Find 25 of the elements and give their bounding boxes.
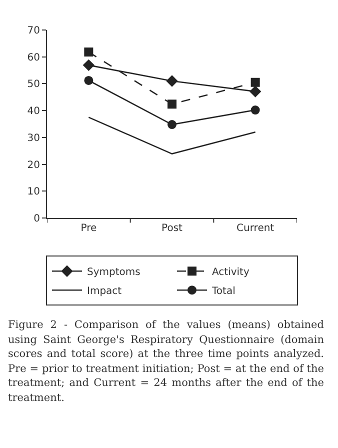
x-tick-label: Pre <box>80 223 97 234</box>
point <box>166 75 178 87</box>
legend-label: Symptoms <box>87 267 140 278</box>
point <box>250 106 260 115</box>
x-tick-label: Post <box>162 223 183 234</box>
y-tick-label: 70 <box>27 26 40 36</box>
legend-label: Activity <box>212 267 250 278</box>
y-tick-label: 20 <box>27 160 40 171</box>
point <box>84 76 94 85</box>
point <box>84 48 94 57</box>
caption: Figure 2 - Comparison of the values (means) obtained using Saint George's Respiratory Questionnaire (domain scores and total score) at the three time points analyzed. Pre = prior to treatment initiation; Post = at the end of the treatment; and Current = 24 months after the end of the treatment. <box>8 318 324 405</box>
y-tick-label: 0 <box>34 214 40 224</box>
y-tick-label: 30 <box>27 132 40 144</box>
point <box>82 59 95 72</box>
point <box>168 100 176 109</box>
y-tick-label: 60 <box>27 52 40 64</box>
y-tick-label: 10 <box>27 186 40 198</box>
y-tick-label: 50 <box>27 79 40 90</box>
legend-label: Total <box>211 286 236 297</box>
point <box>250 78 260 87</box>
point <box>249 86 262 98</box>
legend-label: Impact <box>87 286 122 297</box>
y-tick-label: 40 <box>27 106 40 118</box>
x-tick-label: Current <box>236 223 274 234</box>
point <box>168 120 176 130</box>
